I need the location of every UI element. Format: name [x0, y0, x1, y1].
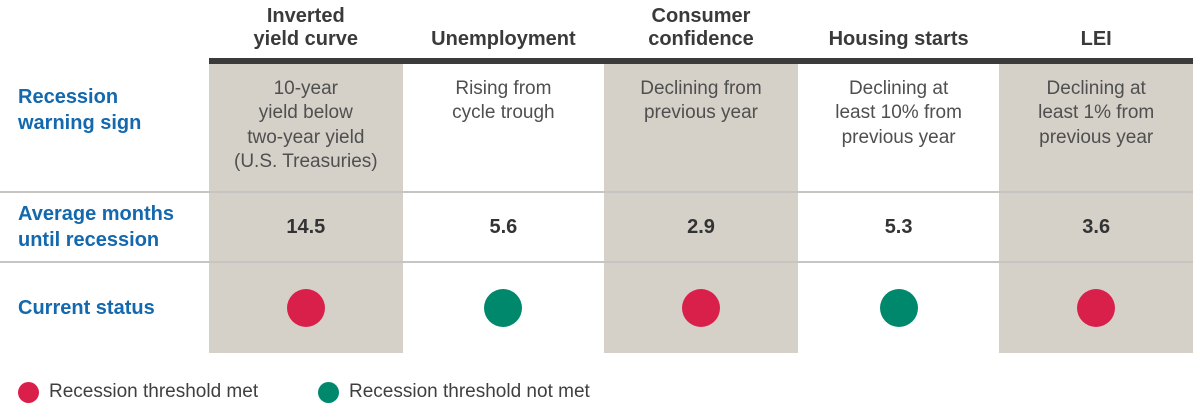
status-cell — [407, 262, 601, 353]
warning-sign-cell: Declining at least 1% from previous year — [1038, 78, 1155, 148]
status-dot-icon — [1077, 288, 1116, 327]
status-cell — [604, 262, 798, 353]
row-label-current-status: Current status — [18, 296, 155, 319]
legend-label: Recession threshold not met — [349, 381, 590, 402]
avg-months-cell: 3.6 — [1082, 215, 1111, 238]
legend-dot-met-icon — [18, 381, 39, 403]
warning-sign-cell: Declining from previous year — [640, 78, 762, 124]
status-dot-icon — [484, 288, 523, 327]
legend-dot-not-met-icon — [318, 381, 339, 403]
warning-sign-cell: Declining at least 10% from previous yea… — [835, 78, 962, 148]
column-header-consumer-confidence: Consumer confidence — [648, 5, 754, 50]
status-cell — [802, 262, 996, 353]
row-divider — [0, 191, 1193, 193]
warning-sign-cell: 10-year yield below two-year yield (U.S.… — [234, 78, 378, 172]
corner-spacer — [0, 0, 205, 58]
header-underline-rule — [209, 58, 1193, 64]
status-cell — [999, 262, 1193, 353]
avg-months-cell: 5.6 — [489, 215, 518, 238]
avg-months-cell: 14.5 — [286, 215, 326, 238]
column-header-housing-starts: Housing starts — [828, 27, 969, 50]
column-header-unemployment: Unemployment — [431, 27, 576, 50]
legend: Recession threshold met Recession thresh… — [18, 381, 590, 403]
warning-sign-cell: Rising from cycle trough — [452, 78, 555, 124]
column-header-lei: LEI — [1080, 27, 1112, 50]
status-cell — [209, 262, 403, 353]
legend-item-threshold-not-met: Recession threshold not met — [318, 381, 590, 403]
row-divider — [0, 261, 1193, 263]
row-label-warning-sign: Recession warning sign — [18, 86, 142, 134]
column-header-inverted-yield-curve: Inverted yield curve — [253, 5, 359, 50]
status-dot-icon — [286, 288, 325, 327]
status-dot-icon — [879, 288, 918, 327]
avg-months-cell: 5.3 — [884, 215, 913, 238]
avg-months-cell: 2.9 — [687, 215, 715, 238]
legend-label: Recession threshold met — [49, 381, 259, 402]
row-label-average-months: Average months until recession — [18, 203, 174, 251]
table-grid: Inverted yield curve Unemployment Consum… — [0, 0, 1193, 353]
legend-item-threshold-met: Recession threshold met — [18, 381, 318, 403]
status-dot-icon — [681, 288, 720, 327]
